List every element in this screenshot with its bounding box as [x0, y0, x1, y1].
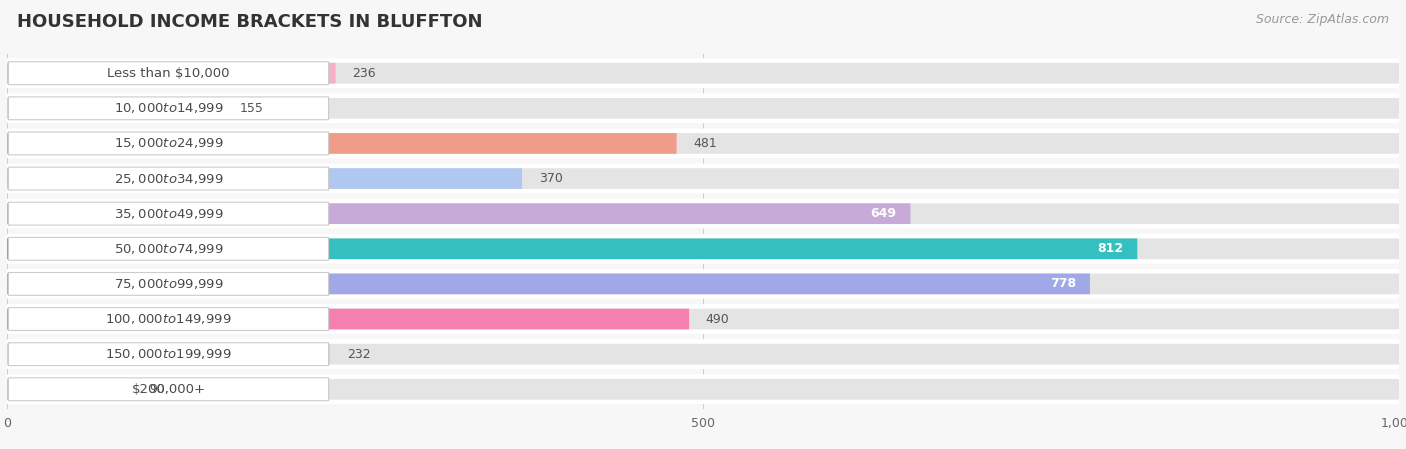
- Text: $200,000+: $200,000+: [132, 383, 205, 396]
- FancyBboxPatch shape: [7, 374, 1399, 404]
- FancyBboxPatch shape: [8, 167, 329, 190]
- FancyBboxPatch shape: [7, 63, 336, 84]
- FancyBboxPatch shape: [7, 234, 1399, 264]
- FancyBboxPatch shape: [7, 273, 1399, 294]
- FancyBboxPatch shape: [7, 63, 1399, 84]
- FancyBboxPatch shape: [8, 343, 329, 365]
- Text: $10,000 to $14,999: $10,000 to $14,999: [114, 101, 224, 115]
- FancyBboxPatch shape: [7, 203, 911, 224]
- Text: HOUSEHOLD INCOME BRACKETS IN BLUFFTON: HOUSEHOLD INCOME BRACKETS IN BLUFFTON: [17, 13, 482, 31]
- Text: $100,000 to $149,999: $100,000 to $149,999: [105, 312, 232, 326]
- Text: Source: ZipAtlas.com: Source: ZipAtlas.com: [1256, 13, 1389, 26]
- FancyBboxPatch shape: [7, 304, 1399, 334]
- Text: 812: 812: [1097, 242, 1123, 255]
- FancyBboxPatch shape: [7, 269, 1399, 299]
- FancyBboxPatch shape: [7, 379, 132, 400]
- Text: $35,000 to $49,999: $35,000 to $49,999: [114, 207, 224, 220]
- FancyBboxPatch shape: [7, 98, 1399, 119]
- FancyBboxPatch shape: [7, 273, 1090, 294]
- Text: $75,000 to $99,999: $75,000 to $99,999: [114, 277, 224, 291]
- FancyBboxPatch shape: [7, 238, 1137, 259]
- FancyBboxPatch shape: [7, 58, 1399, 88]
- FancyBboxPatch shape: [7, 168, 522, 189]
- FancyBboxPatch shape: [7, 98, 222, 119]
- Text: Less than $10,000: Less than $10,000: [107, 67, 229, 79]
- FancyBboxPatch shape: [7, 379, 1399, 400]
- FancyBboxPatch shape: [7, 163, 1399, 194]
- FancyBboxPatch shape: [7, 133, 676, 154]
- Text: 490: 490: [706, 313, 730, 326]
- FancyBboxPatch shape: [7, 308, 689, 330]
- FancyBboxPatch shape: [7, 344, 330, 365]
- Text: 778: 778: [1050, 277, 1076, 291]
- FancyBboxPatch shape: [8, 62, 329, 84]
- Text: 232: 232: [347, 348, 370, 361]
- Text: 649: 649: [870, 207, 897, 220]
- Text: 370: 370: [538, 172, 562, 185]
- FancyBboxPatch shape: [7, 199, 1399, 229]
- Text: $15,000 to $24,999: $15,000 to $24,999: [114, 136, 224, 150]
- Text: 481: 481: [693, 137, 717, 150]
- FancyBboxPatch shape: [7, 344, 1399, 365]
- FancyBboxPatch shape: [7, 339, 1399, 369]
- FancyBboxPatch shape: [7, 168, 1399, 189]
- FancyBboxPatch shape: [7, 93, 1399, 123]
- Text: 236: 236: [353, 67, 375, 79]
- FancyBboxPatch shape: [7, 133, 1399, 154]
- FancyBboxPatch shape: [7, 203, 1399, 224]
- FancyBboxPatch shape: [7, 308, 1399, 330]
- Text: $25,000 to $34,999: $25,000 to $34,999: [114, 172, 224, 185]
- FancyBboxPatch shape: [8, 202, 329, 225]
- FancyBboxPatch shape: [8, 378, 329, 401]
- FancyBboxPatch shape: [7, 238, 1399, 259]
- Text: 155: 155: [239, 102, 263, 115]
- FancyBboxPatch shape: [8, 308, 329, 330]
- Text: $150,000 to $199,999: $150,000 to $199,999: [105, 347, 232, 361]
- Text: 90: 90: [149, 383, 165, 396]
- FancyBboxPatch shape: [8, 132, 329, 155]
- FancyBboxPatch shape: [7, 128, 1399, 158]
- Text: $50,000 to $74,999: $50,000 to $74,999: [114, 242, 224, 256]
- FancyBboxPatch shape: [8, 238, 329, 260]
- FancyBboxPatch shape: [8, 273, 329, 295]
- FancyBboxPatch shape: [8, 97, 329, 120]
